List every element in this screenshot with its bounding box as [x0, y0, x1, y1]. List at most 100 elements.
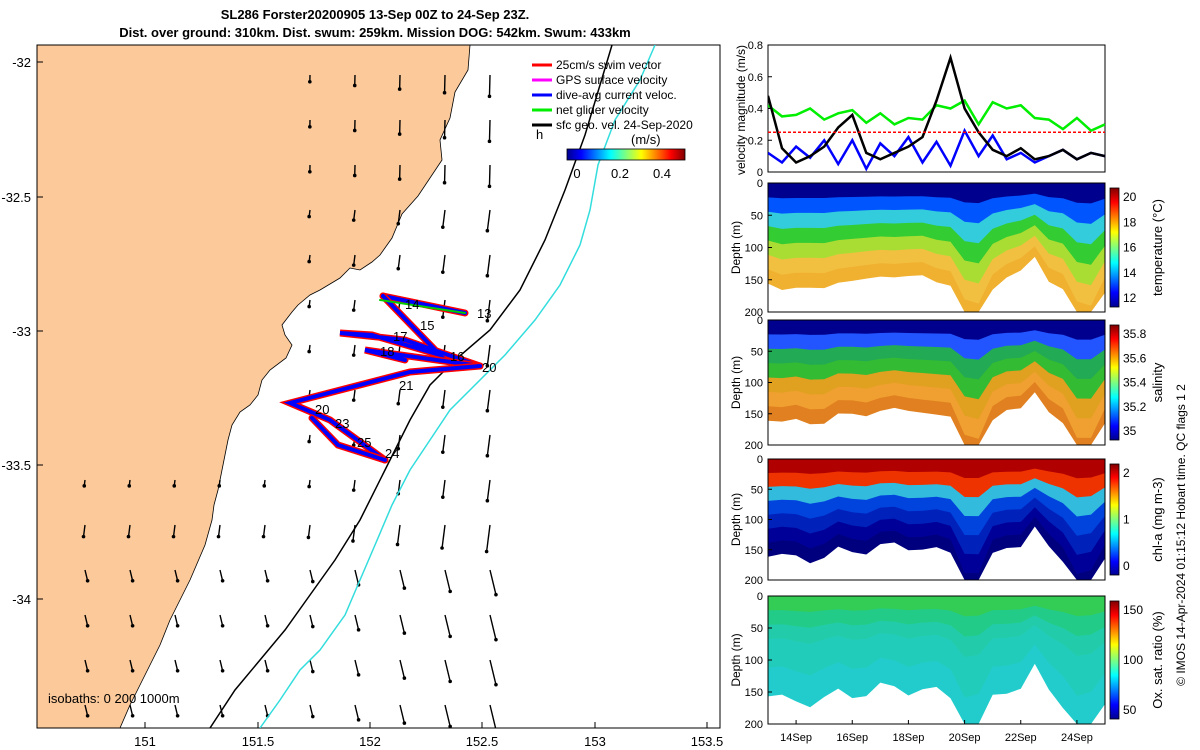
vector-head	[494, 592, 498, 597]
date-tick-label: 16Sep	[836, 732, 868, 744]
vector-head	[351, 308, 356, 312]
vector-shaft	[444, 659, 451, 682]
colorbar-label: (m/s)	[631, 132, 661, 147]
date-tick-label: 14Sep	[780, 732, 812, 744]
colorbar-tick-label: 14	[1123, 266, 1137, 280]
depth-tick-label: 100	[745, 378, 763, 390]
day-label: 21	[399, 378, 413, 393]
lon-tick-label: 151	[134, 734, 156, 749]
vector-head	[396, 401, 401, 406]
vector-head	[356, 628, 361, 632]
vector-head	[485, 318, 490, 323]
vector-head	[85, 714, 90, 718]
day-label: 23	[335, 416, 349, 431]
vector-shaft	[488, 119, 491, 142]
depth-axis-label: Depth (m)	[729, 356, 743, 409]
vector-shaft	[399, 614, 406, 634]
vel-tick-label: 0.2	[748, 135, 763, 147]
colorbar-tick-label: 35	[1123, 424, 1137, 438]
depth-tick-label: 100	[745, 655, 763, 667]
depth-tick-label: 150	[745, 545, 763, 557]
vector-head	[130, 714, 135, 718]
lat-tick-label: -33.5	[1, 458, 31, 473]
vector-shaft	[264, 704, 269, 716]
vector-shaft	[84, 569, 89, 581]
depth-axis-label: Depth (m)	[729, 493, 743, 546]
vector-shaft	[486, 434, 491, 456]
vector-head	[351, 539, 355, 543]
section-layer	[768, 320, 1105, 340]
depth-tick-label: 150	[745, 409, 763, 421]
section-layer	[768, 459, 1105, 479]
depth-tick-label: 0	[757, 454, 763, 466]
vector-shaft	[442, 389, 446, 408]
depth-axis-label: Depth (m)	[729, 221, 743, 274]
vector-head	[402, 721, 407, 725]
vector-shaft	[486, 299, 491, 321]
vector-shaft	[217, 524, 221, 537]
day-label: 17	[393, 329, 407, 344]
vector-shaft	[82, 524, 86, 537]
surface-velocity-vectors	[81, 74, 498, 728]
vector-head	[175, 579, 180, 583]
vector-head	[495, 727, 497, 728]
vector-shaft	[489, 614, 497, 640]
colorbar-tick-label: 35.2	[1123, 400, 1147, 414]
land	[37, 45, 471, 728]
vector-head	[220, 669, 225, 673]
vector-head	[352, 83, 357, 88]
vector-shaft	[488, 74, 491, 97]
vector-head	[85, 669, 90, 673]
vector-shaft	[84, 614, 89, 626]
colorbar-tick-label: 35.8	[1123, 327, 1147, 341]
velocity-line	[768, 98, 1105, 133]
vector-head	[442, 90, 447, 95]
vector-head	[310, 669, 315, 674]
depth-tick-label: 50	[751, 210, 763, 222]
depth-tick-label: 0	[757, 591, 763, 603]
vector-head	[310, 579, 315, 584]
vel-tick-label: 0.6	[748, 72, 763, 84]
speed-colorbar	[566, 148, 686, 161]
colorbar-tick-label: 2	[1123, 466, 1130, 480]
vector-head	[441, 405, 445, 409]
vector-head	[171, 534, 176, 539]
colorbar-label: temperature (°C)	[1150, 199, 1165, 296]
vector-shaft	[219, 569, 224, 581]
vector-shaft	[84, 704, 89, 716]
vector-head	[351, 398, 356, 402]
vector-shaft	[174, 704, 179, 716]
legend-label: net glider velocity	[556, 103, 649, 117]
credit: © IMOS 14-Apr-2024 01:15:12 Hobart time.…	[1174, 384, 1188, 686]
vector-head	[130, 579, 135, 583]
colorbar-tick-label: 100	[1123, 653, 1143, 667]
vector-shaft	[442, 479, 446, 498]
section-field	[768, 183, 1105, 312]
vector-shaft	[489, 569, 497, 595]
section-colorbar	[1109, 600, 1120, 720]
vector-head	[448, 589, 452, 594]
vector-shaft	[219, 659, 224, 671]
vel-tick-label: 0.8	[748, 40, 763, 52]
vector-head	[127, 484, 132, 488]
vector-head	[308, 80, 312, 84]
vector-head	[485, 363, 490, 368]
vector-head	[396, 266, 401, 271]
vector-head	[85, 579, 90, 583]
lon-tick-label: 152.5	[466, 734, 499, 749]
map-frame	[36, 44, 721, 729]
vector-head	[220, 579, 225, 583]
vector-shaft	[354, 614, 360, 630]
legend-label: dive-avg current veloc.	[556, 88, 677, 102]
vector-head	[442, 180, 447, 185]
glider-track	[279, 292, 484, 464]
day-label: 18	[380, 344, 394, 359]
lon-tick-label: 153	[584, 734, 606, 749]
vector-head	[441, 450, 445, 454]
vector-head	[397, 132, 402, 136]
depth-tick-label: 50	[751, 623, 763, 635]
vector-head	[265, 624, 270, 628]
vector-head	[402, 631, 407, 635]
vector-shaft	[84, 659, 89, 671]
